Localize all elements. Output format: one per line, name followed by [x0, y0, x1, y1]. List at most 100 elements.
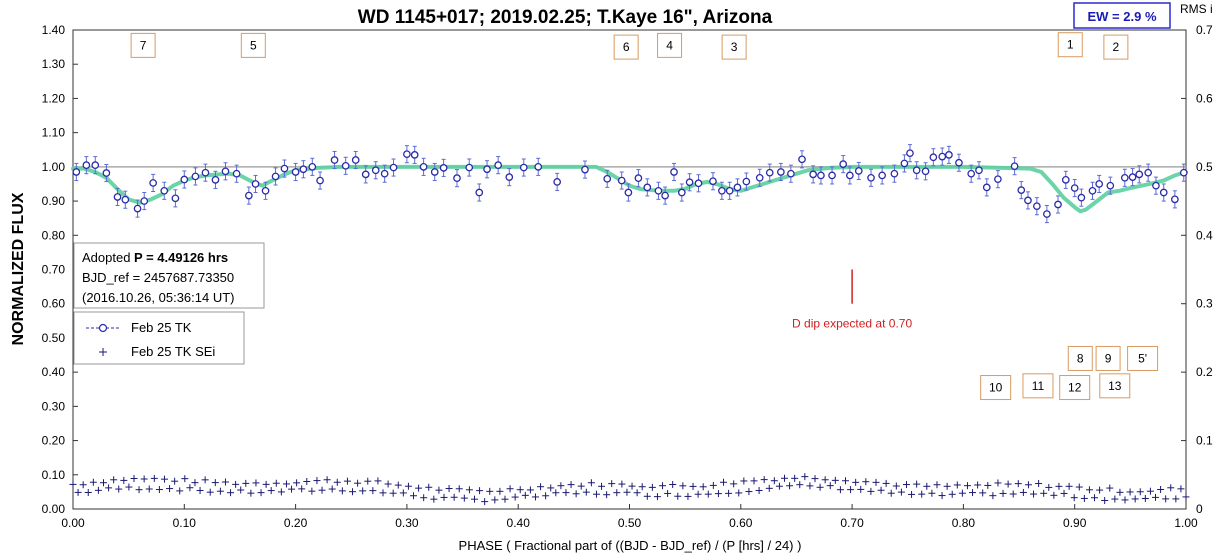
sei-point	[841, 477, 849, 485]
sei-point	[999, 489, 1007, 497]
sei-point	[272, 479, 280, 487]
sei-point	[664, 489, 672, 497]
sei-point	[257, 489, 265, 497]
event-label-text: 3	[731, 40, 738, 54]
sei-point	[364, 477, 372, 485]
data-point	[351, 150, 360, 170]
sei-point	[89, 478, 97, 486]
sei-point	[196, 487, 204, 495]
event-label: 7	[130, 32, 156, 58]
sei-point	[720, 478, 728, 486]
data-point	[670, 162, 678, 182]
sei-point	[1136, 488, 1144, 496]
sei-point	[216, 487, 224, 495]
sei-point	[1157, 485, 1165, 493]
event-label: 2	[1103, 34, 1129, 60]
data-point	[634, 169, 643, 188]
sei-point	[1116, 488, 1124, 496]
data-point	[439, 158, 448, 177]
chart-title: WD 1145+017; 2019.02.25; T.Kaye 16", Ari…	[358, 7, 773, 28]
sei-point	[882, 479, 890, 487]
data-point	[1144, 163, 1153, 182]
legend-label-sei: Feb 25 TK SEi	[131, 344, 215, 359]
sei-point	[603, 491, 611, 499]
sei-point	[867, 487, 875, 495]
sei-point	[831, 476, 839, 484]
sei-point	[308, 487, 316, 495]
data-point	[180, 170, 189, 189]
sei-point	[1101, 497, 1109, 505]
sei-point	[125, 483, 133, 491]
sei-point	[1091, 494, 1099, 502]
sei-point	[623, 488, 631, 496]
sei-point	[542, 492, 550, 500]
data-point	[1152, 176, 1160, 195]
sei-point	[1121, 496, 1129, 504]
sei-point	[984, 481, 992, 489]
info-date: (2016.10.26, 05:36:14 UT)	[82, 290, 235, 305]
sei-point	[969, 489, 977, 497]
data-point	[661, 186, 669, 205]
data-point	[389, 158, 398, 177]
sei-point	[598, 482, 606, 490]
y-tick-label: 0.70	[42, 263, 66, 277]
sei-point	[872, 478, 880, 486]
y-tick-label: 1.20	[42, 91, 66, 105]
sei-point	[908, 490, 916, 498]
event-label: 5	[240, 32, 266, 58]
x-tick-label: 0.40	[507, 516, 531, 530]
x-tick-label: 0.30	[395, 516, 419, 530]
event-label: 9	[1095, 345, 1121, 371]
y2-tick-label: 0	[1196, 502, 1203, 516]
sei-point	[130, 474, 138, 482]
event-label-box	[130, 32, 156, 58]
y2-tick-label: 0.4	[1196, 228, 1213, 242]
data-point	[1033, 197, 1041, 216]
data-point	[733, 178, 742, 197]
sei-point	[1141, 494, 1149, 502]
sei-point	[1162, 495, 1170, 503]
x-tick-label: 0.50	[618, 516, 642, 530]
y-tick-label: 0.10	[42, 468, 66, 482]
data-point	[677, 183, 686, 202]
sei-point	[694, 490, 702, 498]
sei-point	[145, 485, 153, 493]
sei-point	[618, 480, 626, 488]
sei-point	[288, 485, 296, 493]
x-tick-label: 0.20	[284, 516, 308, 530]
sei-point	[1152, 493, 1160, 501]
y-tick-label: 1.10	[42, 126, 66, 140]
data-point	[900, 154, 909, 173]
sei-point	[425, 483, 433, 491]
sei-point	[160, 475, 168, 483]
sei-point	[99, 479, 107, 487]
y-tick-label: 0.00	[42, 502, 66, 516]
y-tick-label: 0.50	[42, 331, 66, 345]
sei-point	[704, 490, 712, 498]
data-point	[361, 165, 370, 184]
data-point	[534, 157, 543, 176]
data-point	[553, 172, 562, 191]
data-point	[171, 189, 180, 208]
y2-tick-label: 0.2	[1196, 365, 1213, 379]
event-label-box	[1099, 373, 1131, 399]
data-point	[1179, 163, 1188, 182]
sei-point	[1055, 482, 1063, 490]
data-point	[149, 173, 157, 192]
data-point	[419, 157, 428, 176]
sei-point	[323, 476, 331, 484]
sei-point	[430, 495, 438, 503]
data-point	[809, 165, 817, 184]
y-tick-label: 0.20	[42, 434, 66, 448]
y2-tick-label: 0.5	[1196, 160, 1213, 174]
sei-point	[531, 493, 539, 501]
sei-point	[577, 482, 585, 490]
sei-point	[1177, 485, 1185, 493]
sei-point	[394, 481, 402, 489]
sei-point	[943, 482, 951, 490]
data-point	[694, 174, 703, 193]
data-point	[725, 181, 734, 200]
y2-tick-label: 0.6	[1196, 91, 1213, 105]
sei-point	[714, 490, 722, 498]
info-period: P = 4.49126 hrs	[134, 250, 228, 265]
